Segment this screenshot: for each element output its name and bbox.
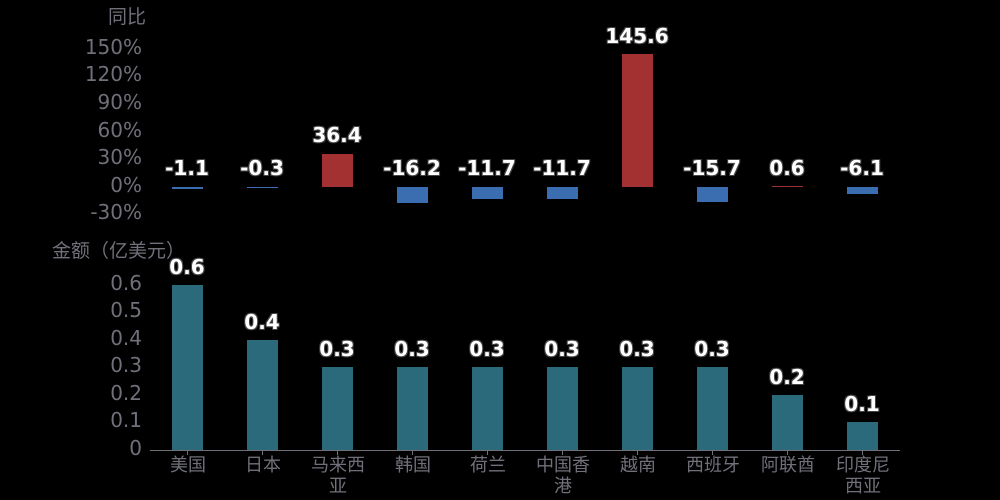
top-data-label: -11.7 (458, 156, 516, 180)
bottom-data-label: 0.3 (544, 337, 580, 361)
bottom-bar (547, 367, 578, 450)
bottom-bar (697, 367, 728, 450)
top-data-label: -1.1 (165, 156, 209, 180)
top-bar (247, 187, 278, 188)
bottom-data-label: 0.3 (469, 337, 505, 361)
top-data-label: -15.7 (683, 156, 741, 180)
bottom-axis-title: 金额（亿美元） (52, 240, 186, 262)
category-label: 阿联酋 (761, 455, 815, 476)
top-bar (397, 187, 428, 203)
bottom-data-label: 0.6 (169, 255, 205, 279)
bottom-bar (397, 367, 428, 450)
bottom-data-label: 0.3 (394, 337, 430, 361)
bottom-ytick: 0.2 (110, 381, 142, 405)
x-tick (862, 450, 863, 455)
category-label: 中国香港 (536, 455, 590, 497)
top-ytick: 30% (97, 145, 142, 169)
bottom-bar (172, 285, 203, 450)
category-label: 美国 (170, 455, 206, 476)
bottom-ytick: 0.6 (110, 271, 142, 295)
top-ytick: 0% (110, 173, 142, 197)
x-tick (637, 450, 638, 455)
bottom-data-label: 0.1 (844, 392, 880, 416)
category-label: 西班牙 (686, 455, 740, 476)
top-data-label: -11.7 (533, 156, 591, 180)
bottom-ytick: 0.4 (110, 326, 142, 350)
x-tick (712, 450, 713, 455)
bottom-data-label: 0.2 (769, 365, 805, 389)
top-bar (697, 187, 728, 202)
bottom-bar (772, 395, 803, 450)
top-data-label: 145.6 (605, 24, 669, 48)
bottom-bar (247, 340, 278, 450)
top-ytick: 90% (97, 90, 142, 114)
bottom-bar (322, 367, 353, 450)
top-bar (847, 187, 878, 194)
x-axis-line (150, 450, 900, 451)
bottom-ytick: 0.3 (110, 353, 142, 377)
category-label: 韩国 (395, 455, 431, 476)
top-data-label: -16.2 (383, 156, 441, 180)
category-label: 印度尼 西亚 (836, 455, 890, 497)
top-axis-title: 同比 (108, 6, 147, 28)
category-label: 越南 (620, 455, 656, 476)
bottom-data-label: 0.3 (619, 337, 655, 361)
category-label: 日本 (245, 455, 281, 476)
x-tick (262, 450, 263, 455)
top-ytick: -30% (90, 200, 142, 224)
top-data-label: -0.3 (240, 156, 284, 180)
bottom-data-label: 0.3 (694, 337, 730, 361)
top-bar (547, 187, 578, 199)
top-bar (322, 154, 353, 187)
x-tick (337, 450, 338, 455)
x-tick (487, 450, 488, 455)
top-data-label: 0.6 (769, 156, 805, 180)
bottom-data-label: 0.3 (319, 337, 355, 361)
top-bar (172, 187, 203, 189)
top-ytick: 150% (84, 35, 142, 59)
bottom-ytick: 0.1 (110, 408, 142, 432)
x-tick (562, 450, 563, 455)
bottom-data-label: 0.4 (244, 310, 280, 334)
x-tick (787, 450, 788, 455)
bottom-bar (622, 367, 653, 450)
bottom-ytick: 0.5 (110, 298, 142, 322)
category-label: 马来西亚 (311, 455, 365, 497)
top-bar (622, 54, 653, 187)
top-data-label: -6.1 (840, 156, 884, 180)
x-tick (412, 450, 413, 455)
x-tick (187, 450, 188, 455)
top-bar (772, 186, 803, 187)
bottom-bar (847, 422, 878, 450)
bottom-bar (472, 367, 503, 450)
bottom-ytick: 0 (129, 436, 142, 460)
category-label: 荷兰 (470, 455, 506, 476)
top-ytick: 60% (97, 118, 142, 142)
top-bar (472, 187, 503, 199)
top-data-label: 36.4 (312, 123, 362, 147)
top-ytick: 120% (84, 62, 142, 86)
